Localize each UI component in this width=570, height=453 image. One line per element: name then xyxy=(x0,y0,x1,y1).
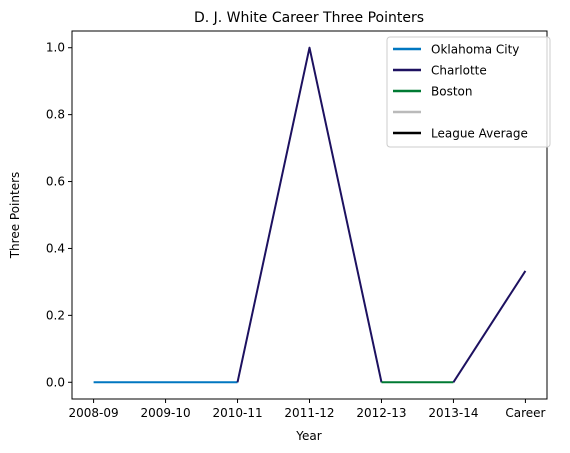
x-axis-label: Year xyxy=(295,429,321,443)
legend-box xyxy=(386,36,551,148)
y-tick-label: 0.0 xyxy=(46,375,65,389)
x-tick-label: 2008-09 xyxy=(69,406,119,420)
x-tick-label: 2009-10 xyxy=(140,406,190,420)
legend: Oklahoma City Charlotte Boston League Avera… xyxy=(386,36,551,148)
y-tick-label: 0.8 xyxy=(46,108,65,122)
y-axis-label: Three Pointers xyxy=(8,172,22,260)
x-tick-label: 2010-11 xyxy=(212,406,262,420)
y-tick-label: 0.4 xyxy=(46,241,65,255)
x-tick-label: 2011-12 xyxy=(284,406,334,420)
chart-title: D. J. White Career Three Pointers xyxy=(194,10,424,26)
x-tick-label: Career xyxy=(505,406,545,420)
series-line-unnamed-5 xyxy=(452,270,527,383)
plot-area: 2008-09 2009-10 2010-11 2011-12 2012-13 2013-… xyxy=(46,30,548,420)
legend-label: Charlotte xyxy=(431,64,487,78)
y-tick-label: 0.2 xyxy=(46,308,65,322)
legend-label: Boston xyxy=(431,85,472,99)
x-tick-label: 2013-14 xyxy=(428,406,478,420)
x-tick-label: 2012-13 xyxy=(356,406,406,420)
y-tick-label: 1.0 xyxy=(46,41,65,55)
legend-label: League Average xyxy=(431,127,528,141)
legend-label: Oklahoma City xyxy=(431,43,519,57)
y-tick-label: 0.6 xyxy=(46,175,65,189)
series-line-charlotte xyxy=(236,46,383,383)
